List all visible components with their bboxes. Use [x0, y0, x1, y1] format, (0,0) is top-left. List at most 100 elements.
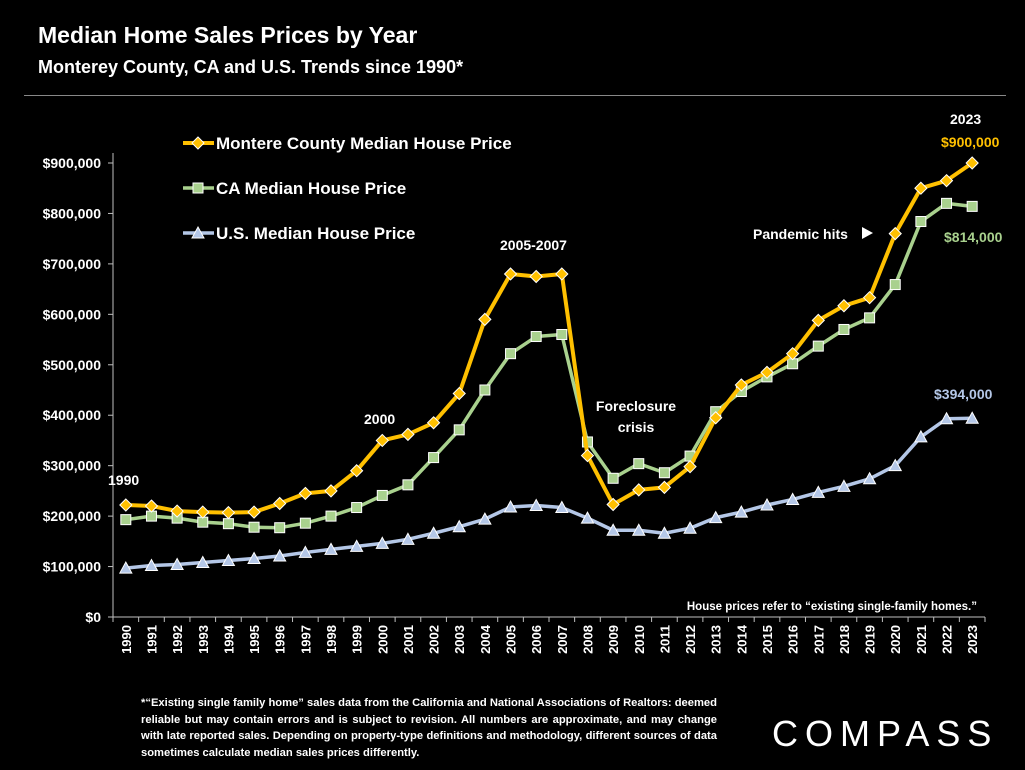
- data-point-triangle: [580, 511, 595, 524]
- data-point-square: [325, 510, 337, 522]
- y-tick-label: $400,000: [43, 407, 102, 423]
- data-point-triangle: [221, 553, 236, 567]
- legend-label: CA Median House Price: [216, 179, 406, 198]
- value-label-900000: $900,000: [941, 134, 1000, 150]
- line-chart: $0 $100,000 $200,000 $300,000 $400,000 $500,0…: [43, 111, 1003, 654]
- data-point-square: [530, 331, 542, 343]
- x-tick-label: 2004: [478, 624, 493, 654]
- data-point-triangle: [247, 551, 261, 564]
- data-point-diamond: [503, 267, 518, 281]
- x-tick-label: 2015: [760, 625, 775, 654]
- data-point-diamond: [785, 346, 800, 361]
- data-point-triangle: [529, 498, 544, 512]
- y-tick-label: $700,000: [43, 256, 102, 272]
- x-tick-label: 2009: [606, 625, 621, 654]
- data-point-triangle: [760, 497, 774, 511]
- chart-title: Median Home Sales Prices by Year: [38, 22, 418, 48]
- data-point-diamond: [247, 505, 261, 519]
- y-tick-label: $200,000: [43, 508, 102, 524]
- annotations: 1990 2000 2005-2007 2023 Foreclosure cri…: [108, 111, 1003, 613]
- data-point-diamond: [478, 312, 492, 327]
- y-tick-label: $100,000: [43, 559, 102, 575]
- data-point-diamond: [349, 464, 364, 478]
- data-point-diamond: [939, 173, 954, 188]
- x-axis-ticks: 1990 1991 1992 1993 1994 1995 1996 1997 1998 1999…: [112, 617, 986, 654]
- data-point-triangle: [452, 519, 467, 533]
- data-point-diamond: [657, 480, 672, 495]
- x-tick-label: 2020: [888, 625, 903, 654]
- data-point-square: [505, 348, 517, 360]
- data-point-triangle: [606, 523, 620, 536]
- x-tick-label: 2019: [863, 625, 878, 654]
- data-point-square: [556, 329, 568, 341]
- x-tick-label: 2005: [504, 625, 519, 654]
- data-point-diamond: [606, 497, 620, 512]
- x-tick-label: 2010: [632, 625, 647, 654]
- data-point-diamond: [221, 505, 236, 520]
- chart-axes: [112, 153, 985, 618]
- legend-marker-square: [192, 182, 204, 194]
- data-point-diamond: [811, 313, 826, 328]
- annotation-1990: 1990: [108, 472, 139, 488]
- data-point-square: [351, 502, 363, 514]
- data-point-triangle: [375, 536, 390, 549]
- legend-marker-diamond: [191, 136, 205, 150]
- x-tick-label: 2022: [940, 625, 955, 654]
- data-point-diamond: [452, 386, 466, 401]
- annotation-crisis: crisis: [618, 419, 655, 435]
- x-tick-label: 1991: [144, 625, 159, 654]
- data-point-triangle: [657, 526, 672, 539]
- data-point-diamond: [324, 484, 338, 498]
- series-lines: [118, 156, 980, 574]
- legend-marker-triangle: [191, 225, 205, 239]
- data-point-square: [248, 521, 260, 533]
- data-point-triangle: [478, 512, 492, 525]
- data-point-triangle: [888, 458, 903, 472]
- data-point-triangle: [272, 548, 287, 562]
- data-point-diamond: [708, 411, 723, 425]
- y-tick-label: $0: [85, 609, 101, 625]
- data-point-triangle: [914, 429, 928, 443]
- series-diamond: [119, 156, 979, 520]
- x-tick-label: 2017: [811, 625, 826, 654]
- pandemic-arrow-icon: [862, 227, 873, 239]
- annotation-foreclosure: Foreclosure: [596, 398, 676, 414]
- y-tick-label: $900,000: [43, 155, 102, 171]
- x-tick-label: 2012: [683, 625, 698, 654]
- data-point-square: [966, 200, 978, 212]
- header-divider: [24, 95, 1006, 96]
- data-point-diamond: [965, 156, 979, 170]
- x-tick-label: 1995: [247, 625, 262, 654]
- y-tick-label: $300,000: [43, 458, 102, 474]
- value-label-814000: $814,000: [944, 229, 1003, 245]
- data-point-square: [453, 424, 465, 436]
- x-tick-label: 2013: [709, 625, 724, 654]
- data-point-triangle: [837, 479, 851, 492]
- data-point-square: [838, 323, 850, 335]
- data-point-triangle: [349, 539, 364, 552]
- data-point-triangle: [965, 411, 980, 424]
- data-point-square: [479, 384, 491, 396]
- data-point-diamond: [837, 299, 851, 313]
- data-point-square: [658, 467, 670, 479]
- x-tick-label: 2000: [375, 625, 390, 654]
- data-point-triangle: [144, 558, 159, 572]
- data-point-diamond: [580, 448, 595, 463]
- annotation-2000: 2000: [364, 411, 395, 427]
- data-point-square: [889, 279, 901, 291]
- data-point-diamond: [196, 505, 210, 519]
- y-tick-label: $500,000: [43, 357, 102, 373]
- data-point-triangle: [426, 526, 441, 539]
- data-point-diamond: [119, 498, 133, 512]
- data-point-square: [941, 197, 953, 209]
- series-line-triangle: [125, 416, 973, 570]
- value-label-394000: $394,000: [934, 386, 993, 402]
- x-tick-label: 1992: [170, 625, 185, 654]
- data-point-diamond: [401, 427, 415, 442]
- data-point-square: [812, 340, 824, 352]
- data-point-diamond: [888, 226, 902, 241]
- annotation-2023: 2023: [950, 111, 981, 127]
- chart-subtitle: Monterey County, CA and U.S. Trends sinc…: [38, 57, 464, 77]
- data-point-triangle: [862, 471, 877, 485]
- x-tick-label: 2003: [452, 625, 467, 654]
